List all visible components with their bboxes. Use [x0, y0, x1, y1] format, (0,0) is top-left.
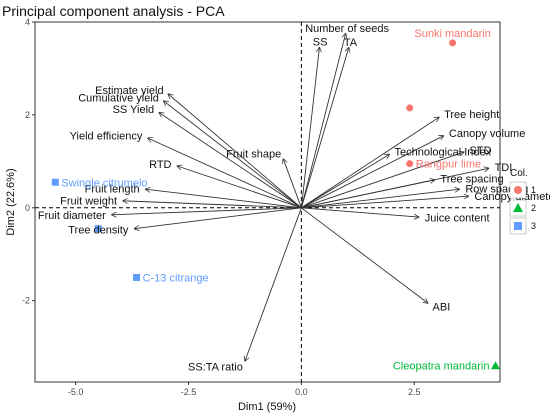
variable-label: SS Yield: [113, 104, 155, 116]
legend-label: 3: [531, 221, 536, 231]
variable-label: Estimate yield: [95, 85, 163, 97]
variable-label: Fruit diameter: [38, 210, 106, 222]
variable-label: ABI: [433, 302, 451, 314]
variable-label: Cumulative yield: [78, 92, 159, 104]
variable-arrow: [301, 207, 427, 303]
individual-points: [51, 39, 500, 370]
individual-label: Swingle citrumelo: [61, 177, 147, 189]
variable-label: SS: [313, 37, 328, 49]
variable-label: Fruit shape: [226, 148, 281, 160]
variable-label: TDI: [495, 162, 513, 174]
individual-point: [406, 104, 414, 112]
y-tick-label: 2: [25, 110, 30, 120]
x-tick-label: -2.5: [181, 387, 197, 397]
y-axis: -2 0 2 4: [22, 17, 35, 306]
individual-label: C-13 citrange: [143, 272, 209, 284]
variable-arrow: [300, 34, 345, 208]
variable-label: SS:TA ratio: [188, 362, 243, 374]
variable-arrow: [123, 201, 302, 209]
variable-arrow: [301, 180, 434, 209]
individual-label: Cleopatra mandarin: [393, 361, 490, 373]
y-tick-label: 0: [25, 203, 30, 213]
variable-label: Technological Index: [395, 146, 492, 158]
variable-arrow: [301, 117, 439, 209]
variable-arrow: [146, 189, 302, 209]
legend-symbol: [514, 186, 522, 194]
variable-arrow: [112, 207, 302, 215]
variable-label: Canopy volume: [449, 128, 525, 140]
variable-arrow: [300, 48, 319, 208]
variable-arrow: [134, 207, 302, 229]
variable-label: Number of seeds: [305, 23, 389, 35]
legend-label: 1: [531, 185, 536, 195]
individual-point: [51, 178, 59, 186]
legend-items: 1 2 3: [509, 181, 536, 235]
variable-label: Fruit weight: [60, 196, 117, 208]
variable-label: TA: [344, 37, 358, 49]
variable-label: STD: [470, 145, 492, 157]
variable-arrows: [112, 34, 489, 361]
variable-label: Tree height: [444, 109, 499, 121]
legend-label: 2: [531, 203, 536, 213]
individual-point: [449, 39, 457, 47]
x-tick-label: 2.5: [408, 387, 421, 397]
variable-label: Juice content: [425, 213, 490, 225]
variable-arrow: [283, 159, 302, 208]
variable-arrow: [301, 189, 459, 209]
individual-labels: Sunki mandarin Rangpur lime Swingle citrum…: [61, 28, 491, 373]
individual-label: Sunki mandarin: [414, 28, 490, 40]
x-axis: -5.0 -2.5 0.0 2.5: [68, 382, 421, 397]
variable-arrow: [168, 94, 302, 209]
variable-arrow: [245, 207, 302, 361]
variable-arrow: [148, 138, 302, 209]
y-tick-label: -2: [22, 296, 30, 306]
zero-lines: [35, 22, 500, 382]
x-axis-title: Dim1 (59%): [238, 401, 296, 413]
individual-point: [490, 361, 500, 370]
x-tick-label: -5.0: [68, 387, 84, 397]
variable-arrow: [301, 207, 418, 217]
variable-label: Fruit length: [85, 184, 140, 196]
variable-arrow: [164, 101, 302, 209]
variable-arrow: [301, 196, 468, 209]
x-tick-label: 0.0: [295, 387, 308, 397]
variable-arrow: [177, 166, 302, 209]
variable-arrow: [301, 136, 443, 209]
plot-panel: [34, 21, 501, 383]
variable-arrow: [301, 152, 464, 209]
variable-label: Tree density: [68, 224, 129, 236]
legend-title: Col.: [510, 168, 528, 179]
y-axis-title: Dim2 (22.6%): [5, 168, 17, 235]
individual-label: Rangpur lime: [416, 159, 481, 171]
variable-arrow: [300, 48, 348, 208]
variable-label: RTD: [149, 159, 171, 171]
individual-point: [133, 273, 141, 281]
variable-arrow: [301, 154, 389, 209]
y-tick-label: 4: [25, 17, 30, 27]
legend: Col. 1 2 3: [509, 168, 536, 235]
variable-arrow: [159, 113, 302, 209]
individual-point: [94, 225, 102, 233]
chart-title: Principal component analysis - PCA: [2, 3, 225, 19]
variable-label: Yield efficiency: [70, 131, 143, 143]
variable-label: Tree spacing: [440, 174, 503, 186]
variable-labels: Number of seeds SS TA Estimate yieldCumulat…: [38, 23, 550, 374]
legend-symbol: [514, 222, 522, 230]
legend-symbol: [513, 203, 523, 212]
individual-point: [406, 160, 414, 168]
